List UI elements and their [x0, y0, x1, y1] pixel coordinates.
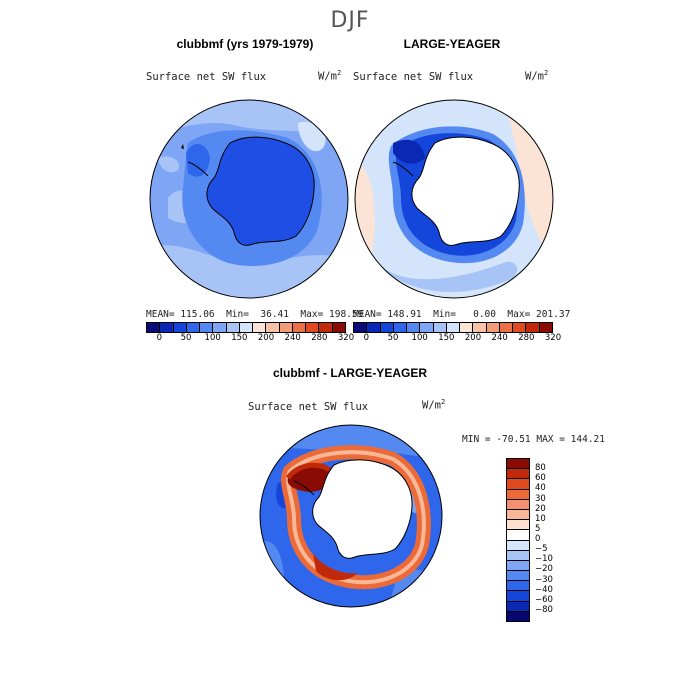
colorbar-cell — [499, 323, 514, 332]
colorbar-cell — [380, 323, 394, 332]
colorbar-cell — [160, 323, 174, 332]
unit-label-obs: W/m2 — [525, 69, 549, 83]
colorbar-cell — [507, 581, 529, 592]
colorbar-cell — [354, 323, 368, 332]
colorbar-obs: 0 50 100 150 200 240 280 320 — [353, 322, 561, 345]
colorbar-tick-label: 40 — [535, 483, 546, 494]
colorbar-diff-ticks: 80 60 40 30 20 10 5 0 −5 −10 −20 −30 −40 −60 −80 — [535, 458, 565, 620]
colorbar-cell — [393, 323, 408, 332]
colorbar-tick-label: −30 — [535, 574, 553, 585]
colorbar-cell — [200, 323, 214, 332]
colorbar-tick-label: 150 — [438, 333, 455, 343]
colorbar-cell — [507, 540, 529, 551]
colorbar-cell — [507, 550, 529, 561]
colorbar-tick-label: 200 — [257, 333, 275, 343]
colorbar-cell — [507, 560, 529, 572]
colorbar-cell — [239, 323, 254, 332]
panel-title-diff: clubbmf - LARGE-YEAGER — [272, 366, 427, 380]
panel-title-obs: LARGE-YEAGER — [403, 37, 501, 51]
colorbar-cell — [507, 509, 529, 521]
colorbar-tick-label: −10 — [535, 554, 553, 565]
colorbar-tick-label: 100 — [204, 333, 221, 343]
colorbar-cell — [507, 499, 529, 510]
colorbar-cell — [279, 323, 293, 332]
colorbar-tick-label: 80 — [535, 463, 546, 474]
colorbar-tick-label: 240 — [284, 333, 301, 343]
polar-map-obs — [354, 99, 554, 299]
colorbar-cell — [507, 571, 529, 582]
colorbar-tick-label: 280 — [311, 333, 328, 343]
colorbar-cell — [507, 489, 529, 500]
colorbar-tick-label: 30 — [535, 493, 546, 504]
unit-label-diff: W/m2 — [422, 398, 446, 412]
colorbar-cell — [539, 323, 552, 332]
colorbar-tick-label: 150 — [231, 333, 248, 343]
colorbar-tick-label: −40 — [535, 584, 553, 595]
colorbar-cell — [332, 323, 345, 332]
stats-diff: MIN = -70.51 MAX = 144.21 — [462, 434, 605, 445]
colorbar-tick-label: −20 — [535, 564, 553, 575]
variable-label-obs: Surface net SW flux — [353, 71, 474, 83]
stats-model: MEAN= 115.06 Min= 36.41 Max= 198.59 — [146, 309, 364, 320]
colorbar-cell — [407, 323, 421, 332]
colorbar-cell — [526, 323, 540, 332]
colorbar-cell — [186, 323, 201, 332]
colorbar-cell — [513, 323, 527, 332]
colorbar-tick-label: 10 — [535, 513, 546, 524]
colorbar-tick-label: 200 — [464, 333, 482, 343]
variable-label-diff: Surface net SW flux — [248, 401, 369, 413]
colorbar-cell — [446, 323, 461, 332]
colorbar-diff — [506, 458, 530, 622]
colorbar-cell — [306, 323, 320, 332]
colorbar-tick-label: 320 — [337, 333, 355, 343]
colorbar-cell — [319, 323, 333, 332]
colorbar-cell — [507, 591, 529, 602]
colorbar-cell — [473, 323, 487, 332]
colorbar-tick-label: 240 — [491, 333, 508, 343]
colorbar-cell — [367, 323, 381, 332]
colorbar-tick-label: 50 — [387, 333, 399, 343]
colorbar-cell — [507, 520, 529, 531]
colorbar-cell — [292, 323, 307, 332]
colorbar-tick-label: 50 — [180, 333, 192, 343]
colorbar-tick-label: 20 — [535, 503, 546, 514]
colorbar-cell — [507, 530, 529, 541]
colorbar-tick-label: 320 — [544, 333, 562, 343]
colorbar-cell — [147, 323, 161, 332]
variable-label-model: Surface net SW flux — [146, 71, 267, 83]
colorbar-tick-label: 5 — [535, 523, 541, 534]
panel-title-model: clubbmf (yrs 1979-1979) — [176, 37, 314, 51]
colorbar-cell — [507, 479, 529, 490]
colorbar-tick-label: 0 — [535, 534, 541, 544]
colorbar-cell — [507, 601, 529, 612]
colorbar-cell — [213, 323, 227, 332]
colorbar-cell — [433, 323, 447, 332]
colorbar-cell — [226, 323, 240, 332]
polar-map-diff — [259, 424, 443, 608]
colorbar-cell — [253, 323, 267, 332]
stats-obs: MEAN= 148.91 Min= 0.00 Max= 201.37 — [353, 309, 571, 320]
colorbar-cell — [266, 323, 280, 332]
colorbar-cell — [486, 323, 500, 332]
colorbar-tick-label: 0 — [363, 333, 370, 343]
colorbar-cell — [507, 611, 529, 621]
season-title: DJF — [330, 8, 370, 33]
colorbar-tick-label: 100 — [411, 333, 428, 343]
unit-label-model: W/m2 — [318, 69, 342, 83]
colorbar-model: 0 50 100 150 200 240 280 320 — [146, 322, 354, 345]
colorbar-tick-label: −60 — [535, 594, 553, 605]
colorbar-cell — [507, 469, 529, 480]
colorbar-cell — [173, 323, 187, 332]
colorbar-cell — [420, 323, 434, 332]
colorbar-tick-label: −5 — [535, 544, 548, 555]
colorbar-cell — [507, 459, 529, 470]
colorbar-tick-label: −80 — [535, 604, 553, 615]
colorbar-tick-label: 280 — [518, 333, 535, 343]
polar-map-model — [149, 99, 349, 299]
colorbar-tick-label: 0 — [156, 333, 163, 343]
colorbar-tick-label: 60 — [535, 473, 546, 484]
colorbar-cell — [460, 323, 474, 332]
